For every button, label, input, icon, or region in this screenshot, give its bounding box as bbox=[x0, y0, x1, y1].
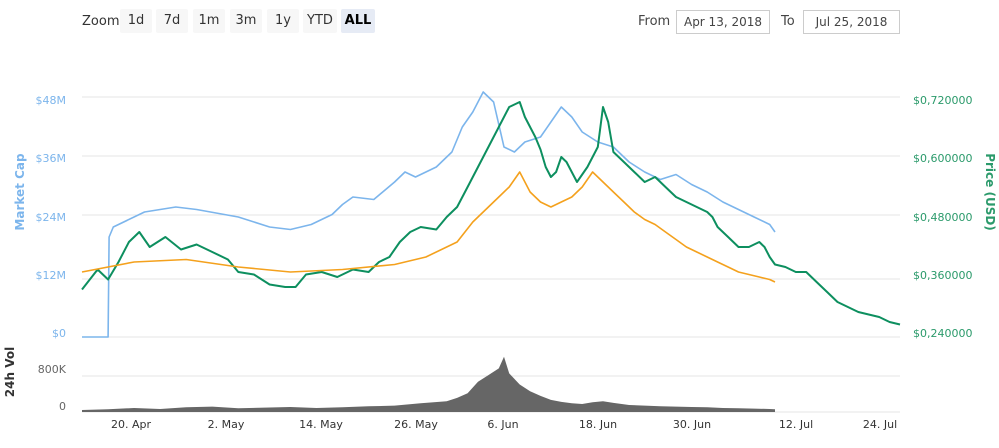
price-btc--line bbox=[81, 171, 776, 283]
x-axis-tick: 14. May bbox=[299, 418, 343, 431]
left-axis-tick: $12M bbox=[36, 269, 67, 282]
from-date-input[interactable]: Apr 13, 2018 bbox=[676, 10, 770, 34]
volume-axis-tick: 0 bbox=[59, 400, 66, 413]
market-cap-line bbox=[82, 91, 776, 338]
x-axis-tick: 6. Jun bbox=[487, 418, 518, 431]
x-axis-tick: 30. Jun bbox=[673, 418, 711, 431]
x-axis-tick: 26. May bbox=[394, 418, 438, 431]
range-button-1y[interactable]: 1y bbox=[267, 9, 299, 33]
left-axis-tick: $36M bbox=[36, 152, 67, 165]
to-date-input[interactable]: Jul 25, 2018 bbox=[803, 10, 900, 34]
right-axis-tick: $0,600000 bbox=[913, 152, 973, 165]
range-button-ytd[interactable]: YTD bbox=[303, 9, 337, 33]
x-axis-tick: 20. Apr bbox=[111, 418, 151, 431]
right-axis-tick: $0,240000 bbox=[913, 327, 973, 340]
volume-area bbox=[82, 356, 775, 412]
right-axis-tick: $0,720000 bbox=[913, 94, 973, 107]
range-button-7d[interactable]: 7d bbox=[156, 9, 188, 33]
x-axis-tick: 2. May bbox=[208, 418, 245, 431]
left-axis-tick: $24M bbox=[36, 211, 67, 224]
left-axis-title: Market Cap bbox=[13, 153, 27, 231]
left-axis-tick: $0 bbox=[52, 327, 66, 340]
right-axis-title: Price (USD) bbox=[983, 153, 997, 231]
right-axis-tick: $0,360000 bbox=[913, 269, 973, 282]
range-button-1d[interactable]: 1d bbox=[120, 9, 152, 33]
price-usd--line bbox=[81, 101, 901, 326]
range-button-3m[interactable]: 3m bbox=[230, 9, 262, 33]
volume-axis-tick: 800K bbox=[38, 363, 67, 376]
to-label: To bbox=[781, 14, 795, 29]
left-axis-tick: $48M bbox=[36, 94, 67, 107]
from-label: From bbox=[638, 14, 671, 29]
series-layer bbox=[81, 91, 901, 412]
x-axis-tick: 12. Jul bbox=[779, 418, 813, 431]
volume-axis-title: 24h Vol bbox=[3, 347, 17, 397]
x-axis-tick: 18. Jun bbox=[579, 418, 617, 431]
range-button-all[interactable]: ALL bbox=[341, 9, 375, 33]
zoom-label: Zoom bbox=[82, 14, 120, 29]
right-axis-tick: $0,480000 bbox=[913, 211, 973, 224]
chart-toolbar: Zoom 1d 7d 1m 3m 1y YTD ALL From Apr 13,… bbox=[0, 0, 999, 44]
range-button-1m[interactable]: 1m bbox=[193, 9, 225, 33]
grid-lines bbox=[82, 96, 900, 413]
x-axis-tick: 24. Jul bbox=[863, 418, 897, 431]
